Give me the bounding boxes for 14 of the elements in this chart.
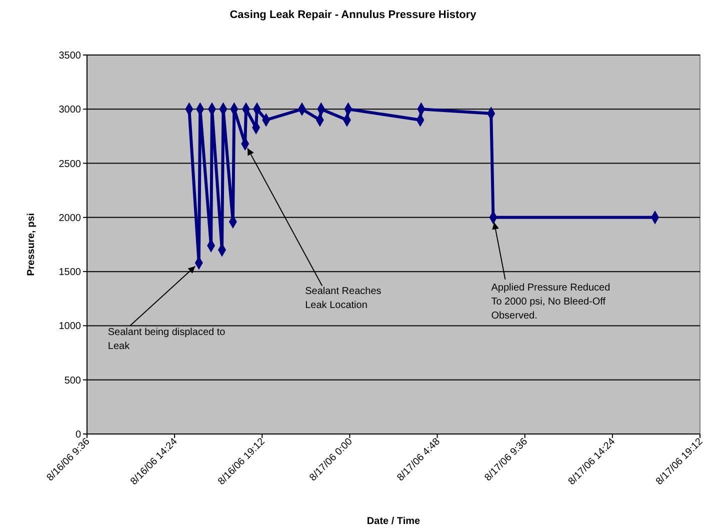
- y-tick-label: 3500: [58, 50, 82, 62]
- y-tick-label: 1000: [58, 321, 82, 332]
- y-tick-label: 0: [75, 430, 82, 440]
- annotation: Applied Pressure Reduced To 2000 psi, No Bleed-Off Observed.: [491, 282, 610, 322]
- y-tick-label: 1500: [58, 267, 82, 278]
- y-tick-label: 3000: [58, 104, 82, 116]
- y-axis-title: Pressure, psi: [26, 212, 37, 276]
- annotation: Sealant Reaches Leak Location: [305, 286, 382, 311]
- y-tick-label: 2000: [58, 212, 82, 224]
- y-tick-label: 2500: [58, 158, 82, 170]
- annotation: Sealant being displaced to Leak: [108, 326, 226, 352]
- y-tick-label: 500: [64, 375, 82, 386]
- chart-title: Casing Leak Repair - Annulus Pressure History: [230, 9, 478, 21]
- x-axis-title: Date / Time: [366, 516, 421, 527]
